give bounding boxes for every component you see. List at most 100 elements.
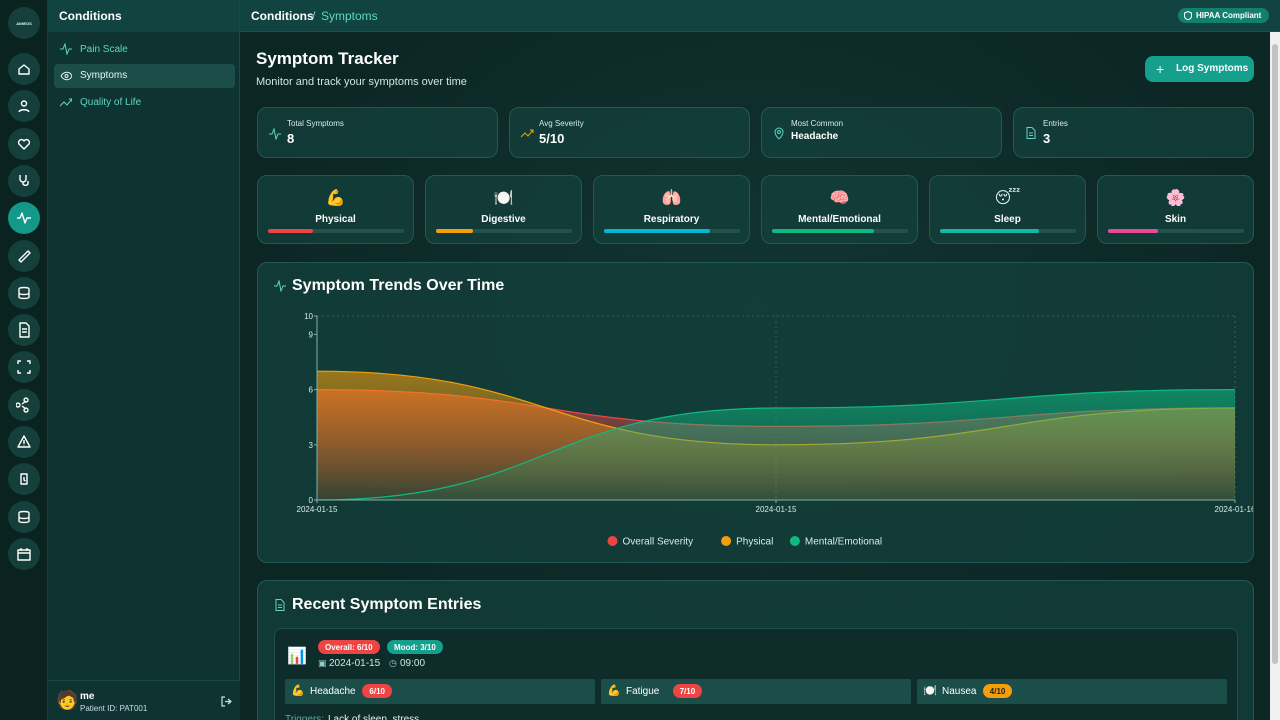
subnav-icon: [60, 43, 72, 55]
entry-time: 09:00: [400, 658, 426, 669]
mood-badge: Mood: 3/10: [387, 640, 443, 654]
nav-icon[interactable]: [8, 463, 40, 496]
category-card[interactable]: 🫁 Respiratory: [593, 175, 750, 244]
patient-id: Patient ID: PAT001: [80, 704, 148, 713]
subnav-item[interactable]: Quality of Life: [54, 90, 235, 114]
user-name: me: [80, 691, 95, 702]
avatar: 🧑: [56, 690, 79, 710]
icon-glyph: [18, 510, 30, 523]
subnav-item[interactable]: Pain Scale: [54, 37, 235, 61]
category-icon: 😴: [994, 190, 1021, 207]
stat-label: Most Common: [791, 119, 844, 128]
nav-icon[interactable]: [8, 351, 40, 384]
subnav-item[interactable]: Symptoms: [54, 63, 235, 88]
icon-glyph: [17, 547, 31, 561]
category-level: [1108, 229, 1159, 233]
stat-value: 5/10: [539, 131, 565, 146]
icon-path: [20, 473, 28, 485]
icon-path: [521, 129, 534, 138]
category-icon: 🧠: [829, 190, 850, 207]
log-symptoms-button[interactable]: + Log Symptoms: [1145, 56, 1254, 82]
nav-icon[interactable]: [8, 239, 40, 272]
category-name: Mental/Emotional: [798, 214, 881, 225]
category-icon: 🍽️: [493, 190, 514, 207]
breadcrumb-parent[interactable]: Conditions: [251, 9, 314, 23]
chart-icon: [274, 280, 286, 292]
stat-icon: [269, 127, 281, 140]
scroll-thumb[interactable]: [1272, 44, 1278, 664]
icon-path: [774, 127, 784, 140]
category-card[interactable]: 💪 Physical: [257, 175, 414, 244]
triggers-text: Lack of sleep, stress: [328, 714, 420, 720]
hipaa-text: HIPAA Compliant: [1196, 11, 1262, 20]
icon-path: [19, 322, 30, 338]
triggers-label: Triggers:: [285, 714, 325, 720]
icon-path: [18, 64, 30, 75]
stat-value: 3: [1043, 131, 1051, 146]
logo[interactable]: AIMEDS: [8, 7, 40, 39]
symptom-icon: 💪: [607, 685, 621, 697]
icon-glyph: [18, 100, 30, 113]
category-name: Respiratory: [643, 214, 700, 225]
stat-card: Most Common Headache: [761, 107, 1002, 158]
entries-card: Recent Symptom Entries 📊 Overall: 6/10 Moo…: [257, 580, 1254, 720]
nav-icon[interactable]: [8, 276, 40, 309]
subnav-icon: [60, 71, 72, 80]
category-card[interactable]: 😴 Sleep: [929, 175, 1086, 244]
icon-path: [18, 100, 30, 113]
nav-icon[interactable]: [8, 388, 40, 421]
legend-label: Physical: [736, 537, 773, 548]
category-card[interactable]: 🍽️ Digestive: [425, 175, 582, 244]
stat-value: Headache: [791, 131, 839, 142]
icon-glyph: [17, 138, 31, 150]
stat-label: Avg Severity: [539, 119, 584, 128]
icon-path: [17, 212, 31, 224]
icon-path: [60, 43, 72, 55]
icon-path: [18, 510, 30, 523]
icon-path: [16, 397, 29, 413]
nav-icon[interactable]: [8, 90, 40, 123]
entry-icon: 📊: [287, 648, 307, 665]
stat-label: Total Symptoms: [287, 119, 344, 128]
calendar-icon: ▣: [318, 658, 327, 668]
severity-badge: 7/10: [672, 684, 703, 698]
category-track: [940, 229, 1076, 233]
icon-glyph: [18, 249, 31, 263]
nav-icon[interactable]: [8, 314, 40, 347]
legend-label: Overall Severity: [623, 537, 694, 548]
scrollbar[interactable]: [1270, 32, 1280, 720]
logout-icon[interactable]: [221, 696, 232, 707]
icon-glyph: [17, 435, 31, 448]
category-level: [268, 229, 313, 233]
category-card[interactable]: 🧠 Mental/Emotional: [761, 175, 918, 244]
stat-icon: [774, 127, 784, 140]
nav-icon[interactable]: [8, 537, 40, 570]
entry-date: 2024-01-15: [329, 658, 381, 669]
symptom-name: Headache: [310, 686, 356, 697]
subnav-label: Quality of Life: [80, 96, 142, 108]
subnav-label: Symptoms: [80, 70, 128, 82]
icon-rail: AIMEDS: [0, 0, 48, 720]
category-level: [772, 229, 874, 233]
nav-icon[interactable]: [8, 127, 40, 160]
entry: 📊 Overall: 6/10 Mood: 3/10 ▣ 2024-01-15 ◷ 09:0…: [274, 628, 1238, 720]
category-level: [436, 229, 473, 233]
sub-navigation: Conditions Pain Scale Symptoms Quality of …: [48, 0, 240, 720]
nav-icon[interactable]: [8, 164, 40, 197]
icon-path: [17, 547, 31, 561]
category-track: [772, 229, 908, 233]
icon-glyph: [19, 322, 30, 338]
nav-icon[interactable]: [8, 53, 40, 85]
severity-badge: 6/10: [362, 684, 392, 698]
icon-path: [60, 71, 72, 80]
category-card[interactable]: 🌸 Skin: [1097, 175, 1254, 244]
breadcrumb-separator: /: [312, 9, 316, 23]
nav-icon[interactable]: [8, 202, 40, 235]
icon-path: [269, 127, 281, 140]
legend-swatch: [789, 536, 800, 546]
nav-icon[interactable]: [8, 500, 40, 533]
nav-icon[interactable]: [8, 426, 40, 458]
category-name: Physical: [315, 214, 356, 225]
